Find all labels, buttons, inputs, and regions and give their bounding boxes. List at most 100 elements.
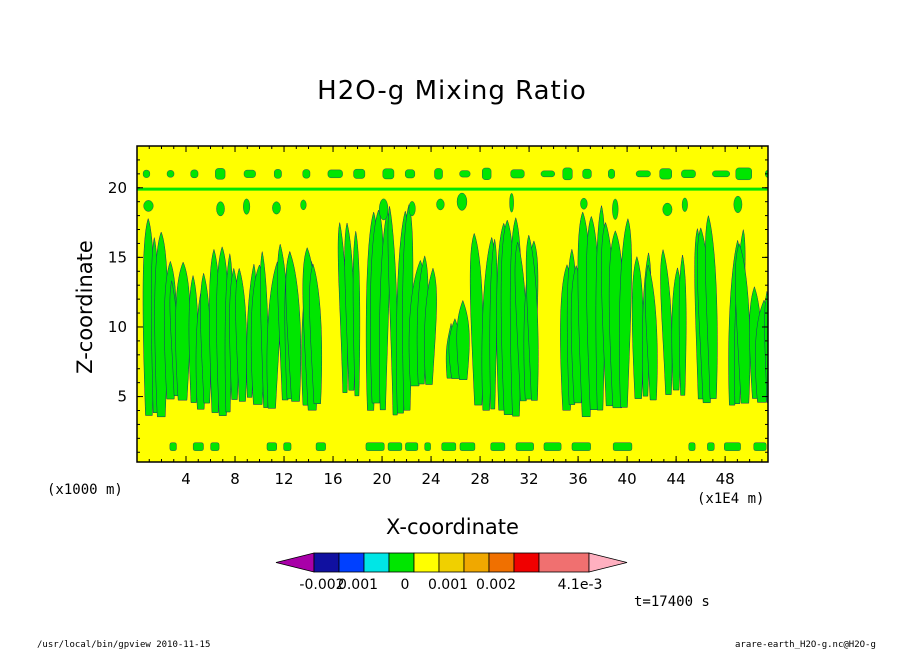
upper-cell — [681, 169, 696, 178]
colorbar-min-arrow — [275, 552, 315, 573]
colorbar-cell — [488, 552, 515, 573]
upper-cell — [659, 168, 672, 180]
plume-0 — [142, 217, 169, 418]
plume-6 — [277, 243, 302, 402]
plume-7 — [301, 246, 323, 411]
plume-lobe — [489, 239, 498, 410]
lower-cell — [441, 442, 457, 451]
plume-10 — [387, 203, 414, 416]
colorbar-label: 0.001 — [338, 577, 378, 593]
lower-cell — [707, 442, 715, 451]
plume-lobe — [266, 261, 282, 409]
colorbar-cell — [338, 552, 365, 573]
plume-15 — [514, 234, 539, 402]
plume-lobe — [285, 251, 302, 402]
plume-lobe — [456, 299, 470, 380]
lower-cell — [405, 442, 419, 451]
colorbar-cell — [463, 552, 490, 573]
upper-cell — [166, 170, 175, 178]
colorbar-cell — [388, 552, 415, 573]
upper-blob — [243, 198, 251, 215]
upper-cell — [405, 169, 416, 179]
upper-blob — [272, 201, 281, 215]
plume-2 — [188, 272, 211, 410]
colorbar-cell — [313, 552, 340, 573]
colorbar-label: 0.001 — [428, 577, 468, 593]
colorbar-cell — [363, 552, 390, 573]
colorbar-cell — [513, 552, 540, 573]
plume-20 — [660, 248, 687, 396]
upper-cell — [434, 168, 443, 180]
upper-blob — [509, 193, 514, 213]
upper-cell — [608, 168, 615, 179]
x-tick-label: 12 — [274, 470, 293, 488]
upper-band — [137, 167, 777, 221]
upper-cell — [274, 169, 282, 179]
lower-cell — [571, 442, 591, 451]
upper-blob — [612, 198, 619, 220]
upper-cell — [510, 169, 525, 179]
lower-cell — [688, 442, 696, 451]
x-tick-label: 40 — [618, 470, 637, 488]
upper-blob — [769, 199, 777, 217]
plume-lobe — [645, 264, 658, 401]
lower-cell — [365, 442, 385, 451]
lower-cell — [490, 442, 506, 451]
colorbar-label: 0.002 — [476, 577, 516, 593]
x-tick-label: 44 — [667, 470, 686, 488]
upper-blob — [681, 197, 688, 212]
lower-cell — [724, 442, 741, 451]
upper-blob — [733, 195, 743, 213]
x-tick-label: 16 — [323, 470, 342, 488]
upper-cell — [712, 170, 730, 178]
colorbar-label: 4.1e-3 — [558, 577, 603, 593]
colorbar-cell — [413, 552, 440, 573]
upper-cell — [327, 169, 343, 179]
lower-cell — [192, 442, 204, 451]
lower-cell — [612, 442, 633, 451]
plume-3 — [209, 246, 233, 416]
lower-cell — [459, 442, 476, 451]
plume-9 — [365, 209, 391, 411]
time-label: t=17400 s — [634, 594, 710, 610]
plume-5 — [250, 251, 282, 409]
upper-blob — [662, 202, 673, 217]
x-axis-label: X-coordinate — [386, 515, 519, 539]
upper-cell — [142, 169, 151, 178]
plume-lobe — [352, 231, 361, 397]
lower-cell — [543, 442, 562, 451]
y-tick-label: 15 — [108, 248, 127, 266]
x-tick-label: 48 — [716, 470, 735, 488]
x-tick-label: 32 — [520, 470, 539, 488]
footer-source: arare-earth_H2O-g.nc@H2O-g — [735, 640, 876, 650]
plume-11 — [408, 255, 437, 387]
upper-blob — [408, 201, 416, 217]
colorbar-label: 0 — [401, 577, 410, 593]
plume-21 — [694, 214, 718, 404]
plume-lobe — [764, 291, 768, 403]
upper-cell — [540, 170, 555, 178]
plume-23 — [749, 286, 768, 403]
upper-blob — [580, 197, 588, 210]
plume-17 — [577, 204, 606, 418]
lower-cell — [753, 442, 767, 451]
plume-1 — [164, 260, 191, 401]
x-tick-label: 4 — [181, 470, 191, 488]
plot-frame — [136, 145, 769, 463]
plume-lobe — [619, 217, 632, 408]
plume-12 — [445, 299, 470, 380]
lower-cell — [387, 442, 403, 451]
lower-cell — [315, 442, 326, 451]
colorbar-max-arrow — [588, 552, 628, 573]
upper-cell — [735, 167, 752, 180]
upper-cell — [215, 168, 226, 180]
upper-cell — [243, 169, 256, 178]
upper-cell — [353, 168, 366, 179]
upper-cell — [459, 170, 471, 178]
lower-cell — [515, 442, 534, 451]
y-tick-label: 5 — [117, 388, 127, 406]
upper-blob — [436, 198, 445, 211]
upper-cell — [190, 169, 199, 179]
